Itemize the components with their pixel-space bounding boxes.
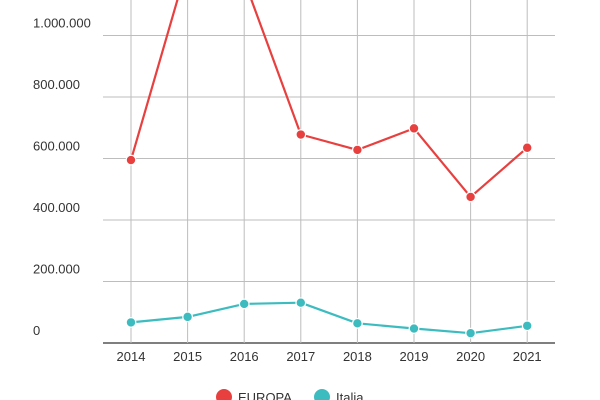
y-tick-label: 1.000.000 bbox=[33, 16, 91, 31]
data-point-italia bbox=[465, 327, 477, 339]
data-point-europa bbox=[465, 191, 477, 203]
x-tick-label: 2017 bbox=[286, 349, 315, 364]
data-point-europa bbox=[295, 129, 307, 140]
x-tick-label: 2020 bbox=[456, 349, 485, 364]
legend-marker-italia bbox=[314, 389, 330, 400]
series-line-europa bbox=[129, 0, 528, 198]
x-tick-label: 2021 bbox=[513, 349, 542, 364]
data-point-italia bbox=[295, 297, 307, 309]
series-line-italia bbox=[130, 301, 528, 335]
data-point-italia bbox=[521, 320, 533, 332]
data-point-europa bbox=[125, 154, 137, 166]
y-tick-label: 600.000 bbox=[33, 139, 80, 154]
x-tick-label: 2014 bbox=[117, 349, 146, 364]
data-point-europa bbox=[408, 122, 420, 134]
data-point-italia bbox=[182, 311, 194, 323]
legend-label-italia: Italia bbox=[336, 390, 364, 400]
data-point-italia bbox=[125, 316, 137, 328]
data-point-europa bbox=[521, 142, 533, 154]
grid bbox=[103, 0, 555, 344]
y-tick-label: 200.000 bbox=[33, 262, 80, 277]
x-tick-label: 2016 bbox=[230, 349, 259, 364]
legend-label-europa: EUROPA bbox=[238, 390, 292, 400]
x-tick-label: 2015 bbox=[173, 349, 202, 364]
x-tick-label: 2018 bbox=[343, 349, 372, 364]
data-point-italia bbox=[408, 323, 420, 334]
data-point-italia bbox=[238, 298, 250, 310]
x-axis-ticks: 2014 2015 2016 2017 2018 2019 2020 2021 bbox=[117, 349, 542, 364]
data-point-europa bbox=[352, 144, 363, 156]
data-point-italia bbox=[352, 317, 363, 329]
y-axis-ticks: 0 200.000 400.000 600.000 800.000 1.000.000 bbox=[33, 16, 91, 339]
y-tick-label: 800.000 bbox=[33, 77, 80, 92]
legend-marker-europa bbox=[216, 389, 232, 400]
y-tick-label: 400.000 bbox=[33, 200, 80, 215]
x-tick-label: 2019 bbox=[400, 349, 429, 364]
y-tick-label: 0 bbox=[33, 323, 40, 338]
legend: EUROPA Italia bbox=[216, 389, 364, 400]
series-layer bbox=[125, 0, 533, 339]
